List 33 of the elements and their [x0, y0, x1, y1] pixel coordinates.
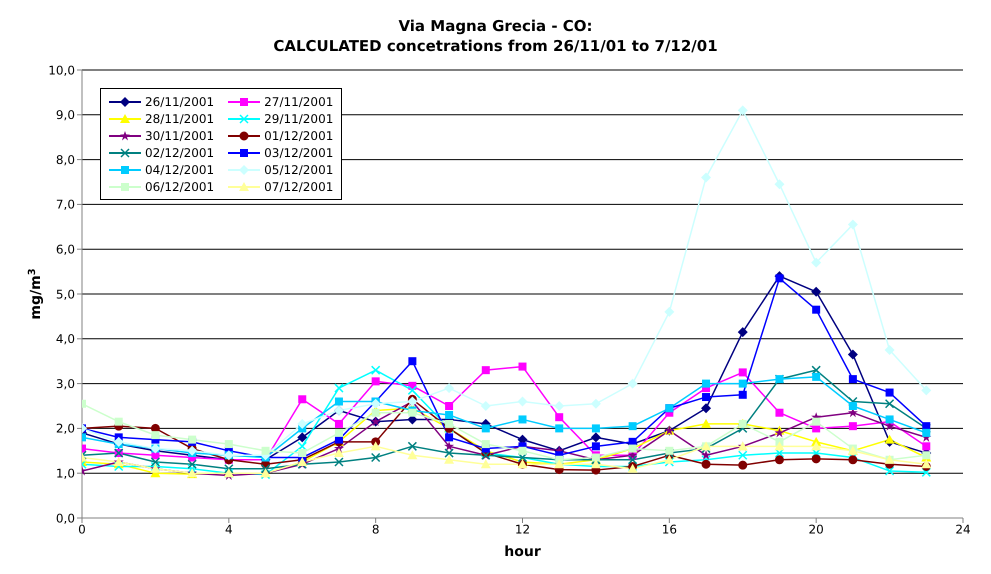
- y-tick-label: 9,0: [56, 108, 75, 122]
- y-tick-label: 8,0: [56, 152, 75, 167]
- legend-label: 07/12/2001: [264, 180, 334, 194]
- chart-subtitle: CALCULATED concetrations from 26/11/01 to 7/12/01: [272, 36, 719, 56]
- legend-label: 28/11/2001: [145, 112, 214, 126]
- x-tick-label: 20: [808, 522, 824, 537]
- x-axis-title: hour: [504, 544, 541, 560]
- legend-label: 03/12/2001: [264, 146, 334, 160]
- x-tick-label: 8: [372, 522, 380, 537]
- x-tick-label: 4: [225, 522, 233, 537]
- x-tick-label: 12: [514, 522, 530, 537]
- x-tick-label: 16: [662, 522, 677, 537]
- y-tick-label: 6,0: [56, 242, 75, 256]
- legend-label: 02/12/2001: [145, 146, 214, 160]
- y-tick-label: 0,0: [56, 511, 75, 526]
- legend-label: 05/12/2001: [264, 162, 334, 176]
- y-tick-label: 4,0: [56, 332, 75, 346]
- legend-label: 01/12/2001: [264, 128, 334, 142]
- y-tick-label: 10,0: [48, 63, 75, 78]
- legend-label: 27/11/2001: [264, 94, 334, 108]
- y-tick-label: 1,0: [56, 466, 75, 480]
- legend-label: 29/11/2001: [264, 112, 334, 126]
- legend-label: 26/11/2001: [145, 94, 214, 108]
- legend-label: 04/12/2001: [145, 162, 214, 176]
- legend-label: 06/12/2001: [145, 180, 214, 194]
- y-tick-label: 3,0: [56, 376, 75, 391]
- x-tick-label: 0: [78, 522, 86, 537]
- y-tick-label: 2,0: [56, 422, 75, 436]
- y-tick-label: 5,0: [56, 287, 75, 302]
- chart-title: Via Magna Grecia - CO:: [397, 16, 594, 36]
- y-tick-label: 7,0: [56, 198, 75, 212]
- legend-label: 30/11/2001: [145, 128, 214, 142]
- x-tick-label: 24: [955, 522, 971, 537]
